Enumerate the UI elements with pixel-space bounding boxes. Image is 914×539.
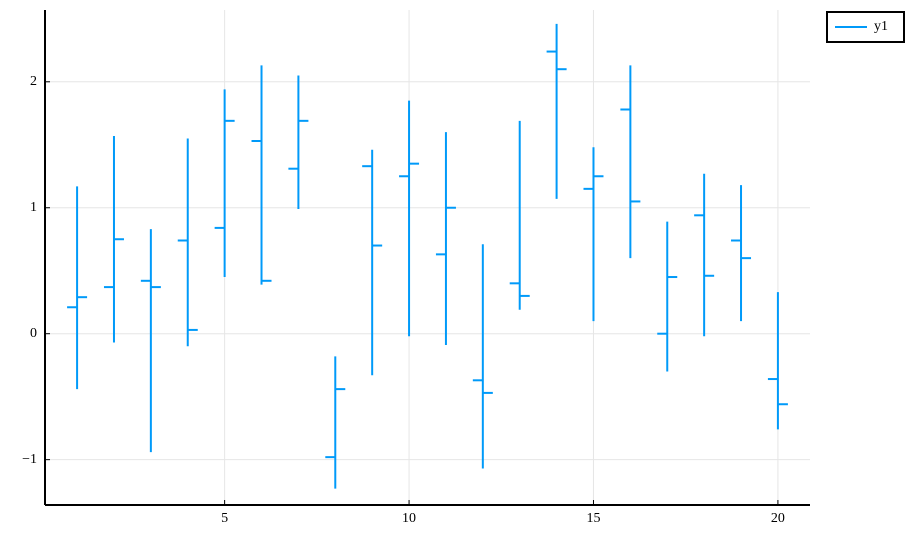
x-tick-label: 5 [221,511,228,526]
x-tick-label: 20 [771,511,785,526]
x-tick-label: 10 [402,511,416,526]
legend-label: y1 [874,19,888,34]
y-tick-label: 1 [30,200,37,215]
y-tick-label: 2 [30,74,37,89]
x-tick-label: 15 [586,511,600,526]
y-tick-label: 0 [30,326,37,341]
y-tick-label: −1 [22,452,37,467]
